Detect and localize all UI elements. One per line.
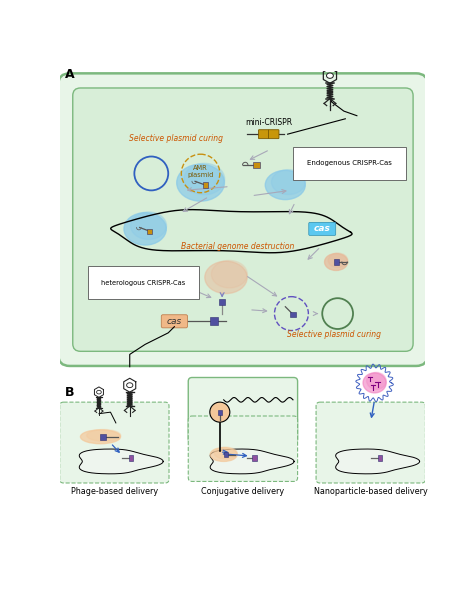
Polygon shape: [79, 449, 163, 474]
Ellipse shape: [127, 383, 133, 388]
FancyBboxPatch shape: [291, 312, 295, 317]
FancyBboxPatch shape: [252, 455, 256, 461]
Ellipse shape: [210, 448, 237, 461]
Ellipse shape: [366, 372, 386, 390]
Text: B: B: [65, 386, 74, 399]
FancyBboxPatch shape: [309, 223, 336, 236]
Text: Phage-based delivery: Phage-based delivery: [71, 487, 158, 496]
FancyBboxPatch shape: [161, 315, 188, 328]
FancyBboxPatch shape: [188, 378, 298, 443]
Ellipse shape: [87, 430, 121, 441]
Text: Nanoparticle-based delivery: Nanoparticle-based delivery: [314, 487, 428, 496]
Text: AMR
plasmid: AMR plasmid: [187, 165, 214, 178]
Text: Endogenous CRISPR-Cas: Endogenous CRISPR-Cas: [307, 160, 392, 166]
FancyBboxPatch shape: [188, 416, 298, 481]
FancyBboxPatch shape: [147, 229, 152, 234]
FancyBboxPatch shape: [203, 182, 208, 188]
Ellipse shape: [265, 170, 305, 200]
FancyBboxPatch shape: [378, 455, 382, 461]
Ellipse shape: [97, 390, 101, 394]
FancyBboxPatch shape: [73, 88, 413, 351]
Ellipse shape: [328, 253, 348, 268]
Ellipse shape: [272, 170, 306, 195]
Text: cas: cas: [314, 224, 331, 233]
Ellipse shape: [211, 260, 247, 288]
Ellipse shape: [214, 447, 237, 459]
Text: A: A: [65, 68, 75, 81]
Text: Bacterial genome destruction: Bacterial genome destruction: [181, 242, 294, 251]
Ellipse shape: [81, 430, 120, 444]
Ellipse shape: [363, 373, 386, 393]
Ellipse shape: [177, 164, 225, 201]
Polygon shape: [210, 449, 294, 474]
FancyBboxPatch shape: [219, 299, 225, 305]
Ellipse shape: [205, 261, 247, 294]
Ellipse shape: [184, 163, 225, 195]
FancyBboxPatch shape: [334, 259, 338, 265]
Text: Conjugative delivery: Conjugative delivery: [201, 487, 284, 496]
Ellipse shape: [325, 253, 347, 271]
Text: Selective plasmid curing: Selective plasmid curing: [129, 134, 223, 143]
FancyBboxPatch shape: [100, 434, 106, 440]
FancyBboxPatch shape: [58, 73, 428, 366]
Text: cas: cas: [167, 317, 182, 326]
FancyBboxPatch shape: [224, 452, 228, 457]
Polygon shape: [336, 449, 419, 474]
FancyBboxPatch shape: [129, 455, 133, 461]
FancyBboxPatch shape: [60, 402, 169, 483]
Ellipse shape: [327, 73, 333, 78]
FancyBboxPatch shape: [210, 317, 218, 326]
Text: heterologous CRISPR-Cas: heterologous CRISPR-Cas: [101, 280, 186, 286]
FancyBboxPatch shape: [258, 130, 269, 139]
Text: Selective plasmid curing: Selective plasmid curing: [287, 330, 381, 339]
FancyBboxPatch shape: [316, 402, 425, 483]
Ellipse shape: [130, 212, 166, 239]
Ellipse shape: [124, 213, 166, 245]
FancyBboxPatch shape: [218, 410, 222, 414]
FancyBboxPatch shape: [268, 130, 279, 139]
Circle shape: [210, 402, 230, 422]
Text: mini-CRISPR: mini-CRISPR: [245, 118, 292, 127]
FancyBboxPatch shape: [254, 162, 260, 168]
